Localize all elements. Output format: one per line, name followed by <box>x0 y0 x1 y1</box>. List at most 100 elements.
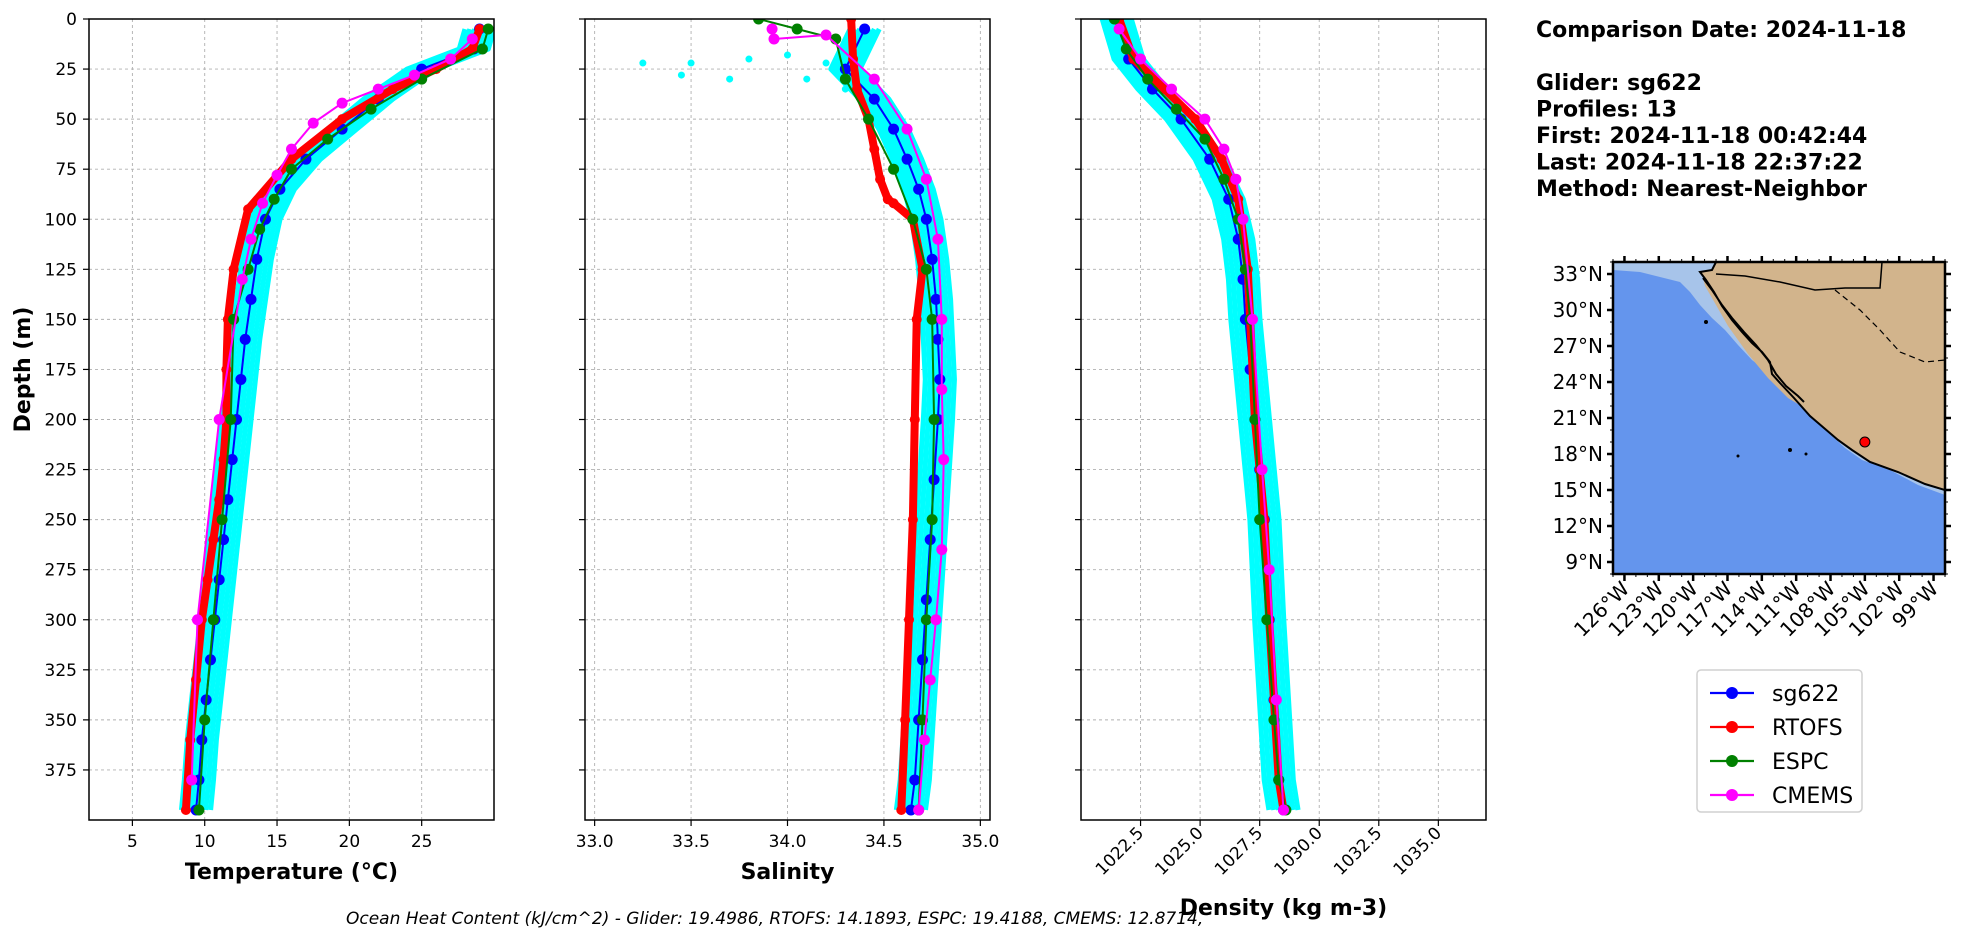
info-line: Method: Nearest-Neighbor <box>1536 177 1867 202</box>
glider-profile-line <box>1104 19 1277 811</box>
series-espc <box>193 23 494 816</box>
salinity-panel: 33.0 33.5 34.0 34.5 35.0 Salinity <box>576 18 999 885</box>
data-point <box>930 293 942 305</box>
map-lat-label: 24°N <box>1553 370 1603 394</box>
data-point <box>482 23 494 35</box>
y-tick-label: 25 <box>55 60 77 80</box>
data-point <box>901 123 913 135</box>
y-axis: 0 25 50 75 100 125 150 175 200 225 250 275 300 325 350… <box>45 10 89 781</box>
data-point <box>1142 73 1154 85</box>
data-point <box>913 183 925 195</box>
x-tick-label: 34.0 <box>769 832 807 852</box>
glider-profile-point <box>822 59 830 67</box>
legend-label: sg622 <box>1772 682 1839 707</box>
data-point <box>271 169 283 181</box>
map-lat-label: 18°N <box>1553 442 1603 466</box>
data-point <box>936 313 948 325</box>
data-point <box>936 383 948 395</box>
data-point <box>1170 103 1182 115</box>
legend-marker <box>1726 789 1738 801</box>
data-point <box>1120 43 1132 55</box>
map-country-border <box>1715 262 1883 291</box>
data-point <box>920 614 932 626</box>
y-tick-label: 325 <box>45 661 77 681</box>
y-tick-label: 275 <box>45 561 77 581</box>
y-axis <box>579 18 585 771</box>
map-lat-label: 27°N <box>1553 334 1603 358</box>
data-point <box>445 53 457 65</box>
data-point <box>1199 133 1211 145</box>
x-axis-label: Density (kg m-3) <box>1180 896 1388 921</box>
data-point <box>904 614 914 625</box>
data-point <box>869 144 880 155</box>
legend-marker <box>1726 687 1738 699</box>
data-point <box>387 84 398 95</box>
map-lat-label: 15°N <box>1553 478 1603 502</box>
data-point <box>251 253 263 265</box>
data-point <box>213 574 225 586</box>
data-point <box>888 198 899 209</box>
data-point <box>207 614 219 626</box>
data-point <box>1135 53 1147 65</box>
x-tick-label: 5 <box>127 832 138 852</box>
data-point <box>286 143 297 155</box>
glider-profile-point <box>880 125 888 133</box>
x-axis-label: Salinity <box>741 860 835 885</box>
data-point <box>920 263 932 275</box>
plot-area <box>639 19 957 816</box>
data-point <box>1249 414 1261 425</box>
series-cmems <box>766 23 950 816</box>
x-axis-label: Temperature (°C) <box>185 860 398 885</box>
data-point <box>236 273 248 285</box>
map-coastline <box>1698 262 1945 491</box>
x-tick-label: 33.5 <box>672 832 710 852</box>
y-tick-label: 300 <box>45 611 77 631</box>
data-point <box>875 174 886 185</box>
data-point <box>213 414 225 425</box>
y-tick-label: 250 <box>45 511 77 531</box>
data-point <box>753 19 765 25</box>
glider-profile-point <box>677 71 685 79</box>
y-tick-label: 75 <box>55 160 77 180</box>
map-lat-label: 9°N <box>1565 550 1603 574</box>
data-point <box>245 233 257 245</box>
x-axis: 1022.5 1025.0 1027.5 1030.0 1032.5 1035.0 <box>1092 820 1446 880</box>
data-point <box>235 373 247 385</box>
x-tick-label: 1035.0 <box>1390 823 1446 879</box>
data-point <box>307 117 319 129</box>
data-point <box>932 233 944 245</box>
data-point <box>928 474 940 486</box>
plot-area <box>1099 19 1301 816</box>
glider-profile-point <box>726 75 734 83</box>
data-point <box>907 213 919 225</box>
data-point <box>1108 19 1120 25</box>
x-tick-label: 1022.5 <box>1092 823 1148 879</box>
data-point <box>1254 514 1266 526</box>
data-point <box>300 153 312 165</box>
data-point <box>936 544 948 556</box>
data-point <box>257 197 269 209</box>
x-axis: 5 10 15 20 25 <box>127 820 432 852</box>
legend-item-cmems: CMEMS <box>1710 784 1853 809</box>
y-axis <box>1075 18 1081 771</box>
data-point <box>221 364 232 375</box>
data-point <box>337 114 348 125</box>
x-tick-label: 33.0 <box>576 832 614 852</box>
y-tick-label: 150 <box>45 310 77 330</box>
data-point <box>180 804 191 815</box>
y-tick-label: 225 <box>45 461 77 481</box>
y-tick-label: 175 <box>45 360 77 380</box>
data-point <box>938 454 950 466</box>
info-line: Comparison Date: 2024-11-18 <box>1536 18 1906 43</box>
map-island <box>1736 454 1740 458</box>
data-point <box>924 674 936 686</box>
data-point <box>1270 694 1282 706</box>
x-tick-label: 10 <box>194 832 216 852</box>
data-point <box>920 594 932 606</box>
legend-label: CMEMS <box>1772 784 1853 809</box>
data-point <box>239 333 251 345</box>
x-tick-label: 1027.5 <box>1211 823 1267 879</box>
glider-profile-point <box>745 55 753 63</box>
map-state-border <box>1834 289 1945 363</box>
